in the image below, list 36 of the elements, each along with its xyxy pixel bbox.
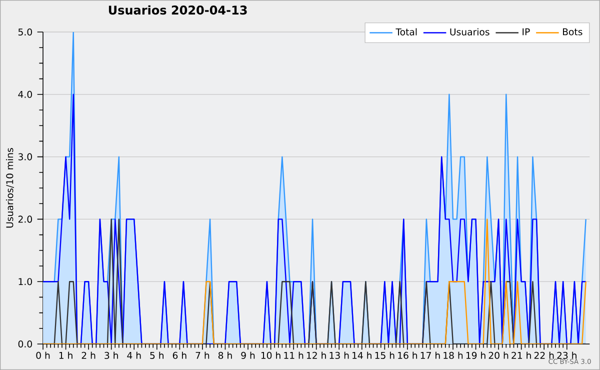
x-tick-label: 9 h — [241, 352, 255, 359]
x-tick-label: 20 h — [488, 352, 508, 359]
legend-label: Total — [396, 28, 417, 36]
x-tick-label: 4 h — [127, 352, 141, 359]
x-tick-label: 21 h — [512, 352, 531, 359]
x-tick-label: 11 h — [284, 352, 304, 359]
legend-label: Usuarios — [450, 28, 490, 36]
x-tick-label: 15 h — [375, 352, 394, 359]
x-tick-label: 3 h — [104, 352, 118, 359]
y-tick-label: 5.0 — [18, 28, 32, 36]
y-axis-title: Usuarios/10 mins — [6, 148, 14, 228]
x-tick-label: 2 h — [82, 352, 96, 359]
legend-label: Bots — [563, 28, 582, 36]
x-tick-label: 7 h — [196, 352, 210, 359]
x-tick-label: 14 h — [352, 352, 372, 359]
x-tick-label: 0 h — [36, 352, 50, 359]
x-tick-label: 22 h — [534, 352, 554, 359]
x-tick-label: 19 h — [466, 352, 486, 359]
y-tick-label: 3.0 — [18, 153, 32, 160]
x-tick-label: 10 h — [261, 352, 280, 359]
y-tick-label: 0.0 — [18, 340, 32, 348]
x-tick-label: 23 h — [557, 352, 576, 359]
y-tick-label: 2.0 — [18, 216, 32, 223]
x-tick-label: 1 h — [59, 352, 72, 359]
x-tick-label: 8 h — [218, 352, 232, 359]
y-tick-label: 4.0 — [18, 90, 32, 98]
x-tick-label: 18 h — [444, 352, 463, 359]
x-tick-label: 16 h — [398, 352, 418, 359]
x-tick-label: 6 h — [172, 352, 186, 359]
x-tick-label: 5 h — [150, 352, 164, 359]
x-tick-label: 12 h — [306, 352, 326, 359]
x-tick-label: 17 h — [420, 352, 440, 359]
legend-label: IP — [522, 28, 530, 36]
y-tick-label: 1.0 — [18, 278, 32, 286]
chart-title: Usuarios 2020-04-13 — [108, 5, 247, 15]
x-tick-label: 13 h — [330, 352, 349, 359]
